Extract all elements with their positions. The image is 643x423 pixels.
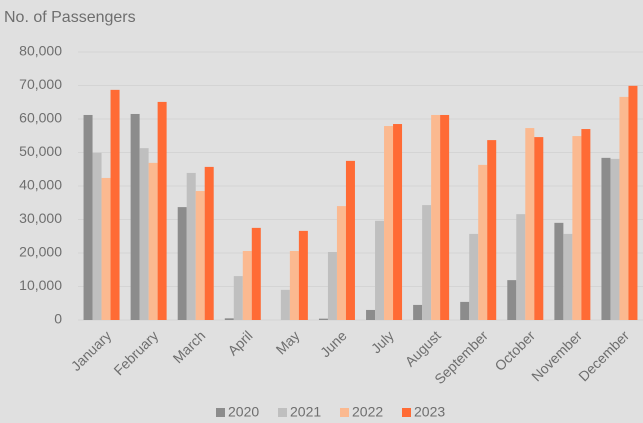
bar (431, 114, 441, 320)
y-tick-label: 20,000 (19, 244, 62, 260)
bar (224, 318, 234, 320)
bar (460, 301, 470, 320)
bar (628, 85, 638, 321)
bar (422, 205, 432, 320)
bar (581, 129, 591, 320)
legend-swatch (340, 408, 349, 417)
bar (92, 152, 102, 320)
bar (186, 172, 196, 320)
x-tick-label: February (110, 327, 161, 378)
bar (478, 164, 488, 320)
y-tick-label: 60,000 (19, 110, 62, 126)
bar (177, 207, 187, 320)
x-tick-label: August (402, 327, 444, 369)
bar (110, 89, 120, 320)
x-tick-label: January (68, 327, 115, 374)
legend-label: 2020 (228, 404, 259, 420)
bar (554, 222, 564, 320)
bar (242, 250, 252, 320)
y-tick-label: 30,000 (19, 210, 62, 226)
bar (516, 214, 526, 320)
y-tick-label: 70,000 (19, 76, 62, 92)
bar (534, 137, 544, 320)
bar (157, 101, 167, 320)
x-tick-label: June (317, 327, 350, 360)
bar (525, 128, 535, 320)
bar (251, 227, 261, 320)
bar (572, 136, 582, 320)
y-tick-label: 0 (54, 311, 62, 327)
bar (318, 318, 328, 320)
bar (469, 233, 479, 320)
x-tick-label: May (273, 327, 303, 357)
y-tick-label: 40,000 (19, 177, 62, 193)
bar (563, 233, 573, 320)
bar (327, 251, 337, 320)
legend-label: 2022 (352, 404, 383, 420)
bar (487, 140, 497, 320)
bar (384, 126, 394, 320)
bar (298, 230, 308, 320)
bar (507, 280, 517, 320)
bar (130, 113, 140, 320)
legend-swatch (278, 408, 287, 417)
bar (83, 114, 93, 320)
legend-swatch (216, 408, 225, 417)
bar (101, 177, 111, 320)
x-tick-label: July (368, 327, 397, 356)
x-tick-label: March (170, 327, 209, 366)
bar (619, 96, 629, 320)
bar (345, 160, 355, 320)
bar (148, 162, 158, 320)
bar (336, 206, 346, 320)
bar (375, 220, 385, 320)
x-tick-label: December (575, 327, 632, 384)
x-tick-label: October (491, 327, 538, 374)
bar (195, 191, 205, 320)
legend-swatch (402, 408, 411, 417)
legend-label: 2023 (414, 404, 445, 420)
chart-title: No. of Passengers (4, 9, 136, 26)
y-tick-label: 10,000 (19, 277, 62, 293)
bar (139, 148, 149, 320)
bar (280, 289, 290, 320)
bar (393, 124, 403, 321)
bar (440, 114, 450, 320)
x-tick-label: April (224, 327, 255, 358)
bar (204, 166, 214, 320)
bar (289, 250, 299, 320)
bar (601, 157, 611, 320)
y-tick-label: 50,000 (19, 143, 62, 159)
legend-label: 2021 (290, 404, 321, 420)
bar (233, 276, 243, 320)
y-tick-label: 80,000 (19, 43, 62, 59)
bar (610, 158, 620, 320)
bar (366, 309, 376, 320)
bar (413, 304, 423, 320)
